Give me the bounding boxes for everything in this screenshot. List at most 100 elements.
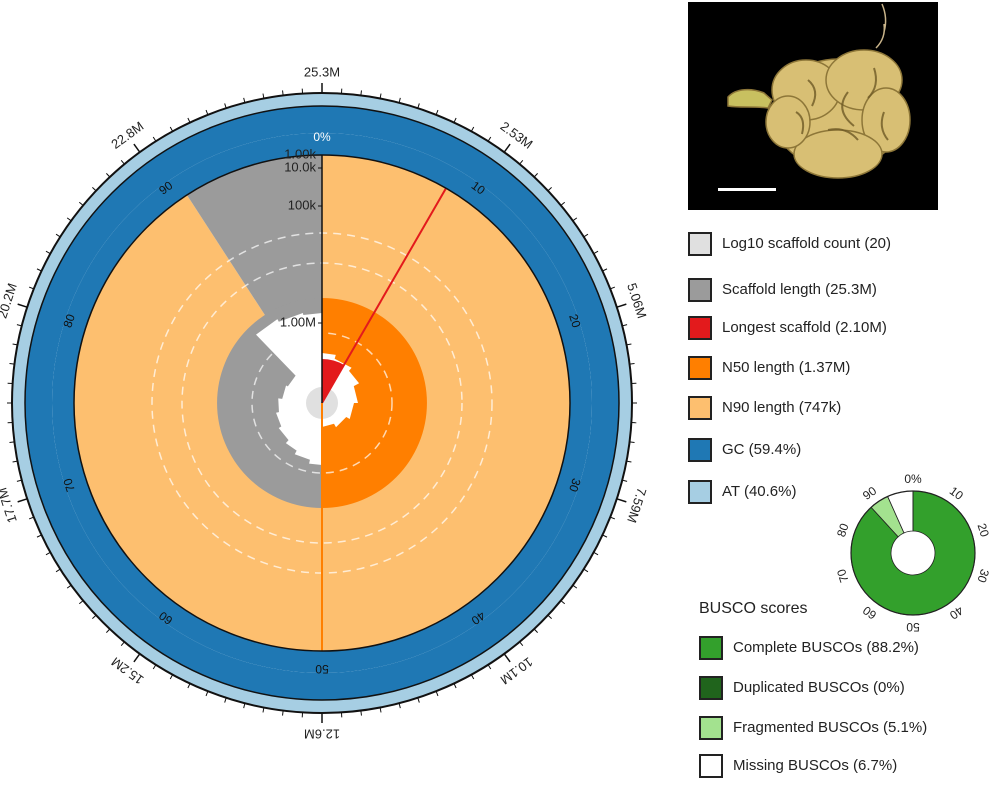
outer-tick	[547, 187, 552, 192]
outer-tick	[17, 303, 28, 308]
busco-scale-label: 0%	[904, 472, 922, 486]
legend-label: Complete BUSCOs (88.2%)	[733, 639, 919, 656]
outer-scale-label: 15.2M	[108, 654, 146, 687]
outer-tick	[572, 584, 578, 589]
outer-tick	[205, 691, 209, 697]
legend-label: N50 length (1.37M)	[722, 359, 851, 376]
legend-swatch	[699, 676, 723, 700]
busco-scale-label: 40	[947, 603, 966, 622]
outer-tick	[243, 703, 246, 709]
outer-tick	[622, 479, 628, 482]
outer-tick	[533, 173, 538, 178]
outer-tick	[379, 93, 382, 99]
outer-tick	[593, 250, 599, 255]
legend-swatch	[699, 636, 723, 660]
outer-tick	[152, 664, 157, 670]
busco-scale-label: 50	[906, 620, 920, 634]
legend-swatch	[688, 278, 712, 302]
outer-tick	[398, 97, 401, 103]
outer-tick	[503, 143, 511, 153]
outer-tick	[224, 103, 227, 109]
outer-tick	[583, 568, 589, 573]
outer-tick	[12, 343, 18, 346]
legend-label: Longest scaffold (2.10M)	[722, 319, 887, 336]
ginger-rhizome-image	[718, 3, 911, 191]
outer-tick	[17, 498, 28, 503]
outer-tick	[282, 90, 284, 96]
outer-scale-label: 25.3M	[304, 64, 340, 79]
outer-tick	[360, 90, 362, 96]
outer-tick	[243, 97, 246, 103]
outer-tick	[519, 641, 524, 647]
busco-scale-label: 60	[860, 603, 879, 622]
legend-label: N90 length (747k)	[722, 399, 842, 416]
legend-swatch	[699, 716, 723, 740]
legend-label: GC (59.4%)	[722, 441, 802, 458]
outer-tick	[224, 697, 227, 703]
legend-label: Missing BUSCOs (6.7%)	[733, 757, 898, 774]
legend-swatch	[688, 480, 712, 504]
outer-tick	[120, 641, 125, 647]
outer-tick	[417, 697, 420, 703]
outer-tick	[417, 103, 420, 109]
outer-tick	[453, 683, 457, 689]
outer-scale-label: 2.53M	[498, 118, 536, 151]
outer-tick	[398, 703, 401, 709]
busco-scale-label: 30	[974, 567, 992, 584]
specimen-photo	[688, 2, 938, 210]
outer-tick	[187, 117, 191, 123]
outer-tick	[36, 268, 42, 272]
legend-label: AT (40.6%)	[722, 483, 797, 500]
radial-scale-label: 100k	[288, 197, 317, 212]
outer-tick	[16, 479, 22, 482]
gc-outline	[24, 105, 620, 701]
outer-tick	[626, 460, 632, 463]
busco-scale-label: 20	[974, 522, 992, 539]
outer-tick	[66, 217, 72, 222]
outer-tick	[629, 363, 635, 365]
outer-tick	[583, 233, 589, 238]
outer-tick	[487, 664, 492, 670]
outer-tick	[602, 534, 608, 538]
percent-scale-label: 50	[315, 662, 329, 676]
legend-label: Duplicated BUSCOs (0%)	[733, 679, 905, 696]
radial-scale-label: 1.00M	[280, 314, 316, 329]
outer-tick	[470, 126, 475, 132]
outer-tick	[133, 653, 141, 663]
legend-swatch	[688, 438, 712, 462]
outer-tick	[120, 159, 125, 165]
outer-tick	[133, 143, 141, 153]
outer-tick	[28, 286, 34, 290]
legend-swatch	[688, 356, 712, 380]
outer-tick	[616, 498, 627, 503]
outer-tick	[28, 516, 34, 520]
busco-scale-label: 10	[947, 484, 966, 503]
outer-scale-label: 5.06M	[624, 281, 649, 320]
outer-tick	[453, 117, 457, 123]
legend-label: Fragmented BUSCOs (5.1%)	[733, 719, 928, 736]
outer-tick	[45, 551, 51, 556]
outer-tick	[610, 516, 616, 520]
outer-tick	[262, 707, 265, 713]
outer-tick	[205, 109, 209, 115]
outer-tick	[602, 268, 608, 272]
outer-tick	[9, 363, 15, 365]
outer-tick	[435, 109, 439, 115]
percent-scale-label: 80	[60, 312, 78, 329]
outer-tick	[435, 691, 439, 697]
busco-title: BUSCO scores	[699, 600, 808, 617]
outer-tick	[169, 126, 174, 132]
outer-tick	[262, 93, 265, 99]
radial-scale-label: 10.0k	[284, 159, 316, 174]
outer-tick	[360, 710, 362, 716]
outer-tick	[187, 683, 191, 689]
radial-scale-label: 1.00k	[284, 146, 316, 161]
outer-tick	[533, 628, 538, 633]
outer-tick	[629, 441, 635, 443]
outer-tick	[106, 173, 111, 178]
legend-swatch	[688, 232, 712, 256]
legend-swatch	[688, 316, 712, 340]
outer-tick	[622, 324, 628, 327]
outer-tick	[16, 324, 22, 327]
outer-tick	[55, 233, 61, 238]
